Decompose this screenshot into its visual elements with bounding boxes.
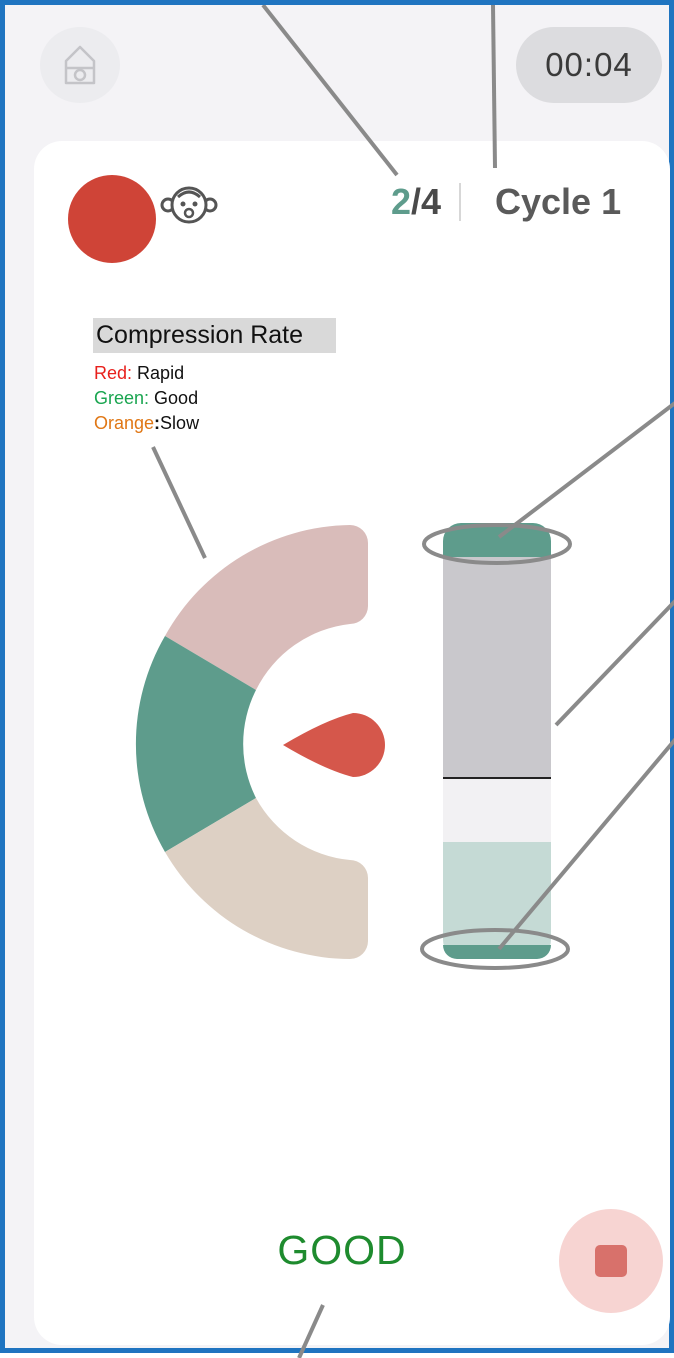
- callout-line: [491, 5, 497, 169]
- legend-title: Compression Rate: [93, 318, 336, 353]
- callout-line: [497, 737, 674, 951]
- legend-value: Good: [154, 388, 199, 408]
- baby-face-icon: [160, 186, 218, 224]
- depth-bar-lower: [443, 842, 551, 958]
- legend-separator: :: [154, 413, 161, 433]
- legend-key: Orange: [94, 413, 155, 433]
- callout-line: [297, 1304, 325, 1358]
- home-icon: [64, 45, 96, 85]
- depth-bar-middle: [443, 778, 551, 842]
- feedback-graphics: [135, 5, 674, 1358]
- feedback-status: GOOD: [277, 1227, 407, 1273]
- legend-key: Green:: [94, 388, 150, 408]
- legend-key: Red:: [94, 363, 133, 383]
- gauge-zone-good: [135, 636, 256, 852]
- legend-item-slow: Orange:Slow: [94, 413, 199, 434]
- divider: [459, 183, 461, 221]
- stop-icon: [595, 1245, 627, 1277]
- legend-value: Slow: [160, 413, 200, 433]
- gauge-zone-rapid: [165, 525, 368, 690]
- gauge-needle: [283, 713, 385, 777]
- callout-line: [554, 599, 674, 727]
- elapsed-timer: 00:04: [516, 27, 662, 103]
- depth-bar-upper: [443, 557, 551, 778]
- cycle-counter: 2/4: [391, 181, 441, 223]
- callout-ellipse-bottom: [420, 928, 570, 970]
- callout-line: [151, 446, 207, 559]
- home-button[interactable]: [40, 27, 120, 103]
- status-indicator: [68, 175, 156, 263]
- depth-bar: [443, 523, 551, 959]
- cycle-total: /4: [411, 181, 442, 222]
- legend-item-rapid: Red: Rapid: [94, 363, 184, 384]
- legend-value: Rapid: [137, 363, 185, 383]
- gauge-zone-slow: [165, 798, 368, 959]
- legend-item-good: Green: Good: [94, 388, 198, 409]
- cycle-current: 2: [391, 181, 412, 222]
- rate-gauge: [135, 525, 385, 959]
- callout-line: [261, 5, 399, 177]
- callout-line: [497, 401, 674, 539]
- cycle-label: Cycle 1: [495, 181, 622, 222]
- callout-ellipse-top: [422, 523, 572, 565]
- annotation-callouts: [151, 5, 674, 1358]
- stop-button[interactable]: [559, 1209, 663, 1313]
- depth-bar-bottom-cap: [443, 945, 551, 959]
